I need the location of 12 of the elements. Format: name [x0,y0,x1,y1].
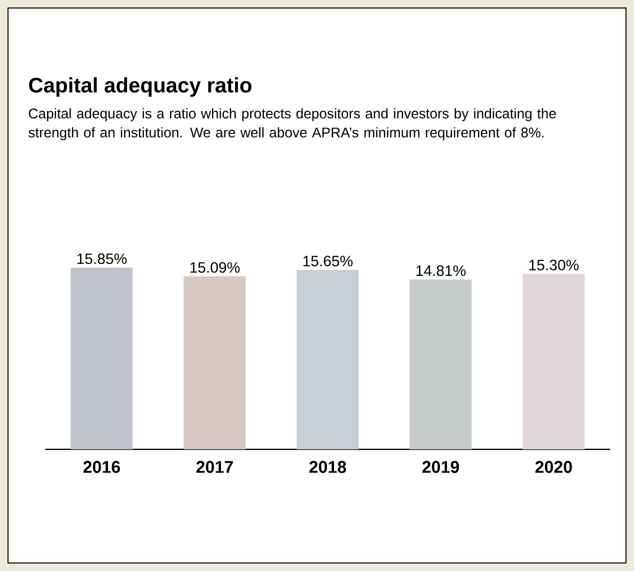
data-label: 14.81% [416,265,466,276]
x-tick-label: 2016 [83,460,120,473]
x-tick-label: 2018 [309,460,346,473]
chart-subtitle: Capital adequacy is a ratio which protects depositors and investors by indicating the strength of an institution. We are well above APRA’s minimum requirement of 8%. [28,108,556,140]
x-tick-label: 2019 [422,460,459,473]
x-tick-label: 2017 [196,460,233,473]
data-label: 15.09% [190,262,240,273]
data-label: 15.85% [77,253,127,264]
chart-title: Capital adequacy ratio [29,77,252,97]
x-tick-label: 2020 [535,460,572,473]
data-label: 15.65% [303,256,353,266]
data-label: 15.30% [529,260,579,270]
